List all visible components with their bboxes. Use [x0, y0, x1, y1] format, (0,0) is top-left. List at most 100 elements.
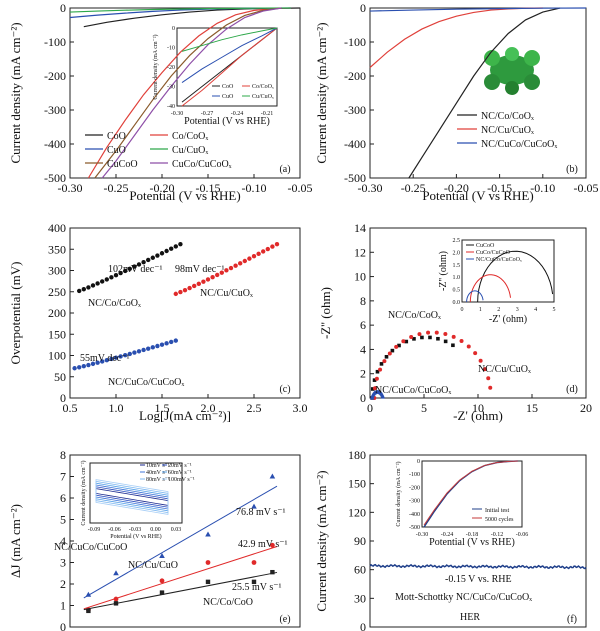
panel-e-series-label-2: NC/Co/CoO [203, 597, 253, 608]
panel-c-point-NC/CuCo/CuCoOₓ [150, 345, 155, 350]
panel-f-series--0.15 V vs. RHE [369, 563, 587, 570]
panel-e-point-NC/Cu/CuO [113, 596, 119, 602]
panel-e-slope-label-2: 25.5 mV s⁻¹ [232, 582, 282, 593]
panel-e-fit-line-NC/CuCo/CuCoO [83, 485, 278, 599]
panel-f-inset-y-tick-label: -400 [409, 512, 420, 518]
panel-e-inset-legend-5: 100mV s⁻¹ [168, 477, 195, 483]
panel-a-legend-CuCoO: CuCoO [107, 159, 138, 170]
panel-c-point-NC/Co/CoOₓ [173, 244, 178, 249]
panel-b-series-NC/Co/CoOₓ [408, 7, 561, 179]
panel-d-inset-frame [461, 239, 555, 303]
panel-d-series-label-1: NC/Cu/CuOₓ [478, 364, 531, 375]
panel-e-point-NC/Cu/CuO [205, 560, 211, 565]
panel-c-point-NC/CuCo/CuCoOₓ [86, 362, 91, 368]
panel-d-y-tick-label: 8 [360, 294, 366, 308]
panel-d-inset-series-CuCo/CuCoO [469, 274, 512, 303]
panel-d-y-tick-label: 14 [354, 221, 366, 235]
panel-a-inset-series-Cu/CuOₓ [181, 27, 278, 52]
panel-a-x-tick-label: -0.10 [242, 181, 267, 195]
panel-c-point-NC/CuCo/CuCoOₓ [100, 359, 105, 364]
panel-e-y-tick-label: 3 [60, 556, 66, 570]
panel-e-y-tick-label: 0 [60, 620, 66, 631]
panel-c-point-NC/Co/CoOₓ [164, 248, 169, 254]
panel-e-y-tick-label: 6 [60, 491, 66, 505]
panel-d-point-NC/Co/CoOₓ [390, 348, 395, 353]
panel-d-point-NC/Cu/CuOₓ [394, 344, 399, 349]
panel-a-inset-x-tick-label: -0.21 [261, 111, 274, 117]
panel-d-x-tick-label: 10 [472, 401, 484, 415]
panel-c-point-NC/CuCo/CuCoOₓ [173, 338, 178, 343]
panel-c-point-NC/Co/CoOₓ [104, 277, 110, 282]
panel-a-inset-y-tick-label: -20 [167, 65, 175, 71]
panel-a-inset-series-Co/CoOₓ [181, 27, 278, 107]
panel-c-point-NC/CuCo/CuCoOₓ [118, 354, 123, 359]
panel-e-point-NC/CuCo/CuCoO [205, 531, 211, 537]
panel-b-x-tick-label: -0.05 [574, 181, 599, 195]
panel-a-y-axis-label: Current density (mA cm⁻²) [8, 22, 23, 163]
panel-c-x-tick-label: 0.5 [63, 401, 78, 415]
panel-d-inset-x-tick-label: 0 [461, 307, 464, 313]
panel-c-point-NC/Cu/CuOₓ [274, 241, 280, 247]
panel-c-point-NC/Co/CoOₓ [127, 266, 132, 271]
panel-d-inset-legend-NC/CuCo/CuCoOₓ: NC/CuCo/CuCoOₓ [476, 257, 522, 263]
panel-d-point-NC/Co/CoOₓ [379, 362, 384, 366]
panel-b-x-tick-label: -0.15 [487, 181, 512, 195]
panel-c-series-label-0: NC/Co/CoOₓ [88, 298, 141, 309]
panel-c-point-NC/Cu/CuOₓ [265, 246, 270, 252]
panel-c-x-tick-label: 1.0 [109, 401, 124, 415]
panel-a-y-tick-label: -300 [44, 103, 66, 117]
panel-d-point-NC/Cu/CuOₓ [451, 334, 456, 339]
panel-a-x-tick-label: -0.25 [104, 181, 129, 195]
panel-b-x-tick-label: -0.10 [530, 181, 555, 195]
panel-e-inset-legend-2: 40mV s⁻¹ [146, 470, 170, 476]
panel-f-y-tick-label: 90 [354, 534, 366, 548]
panel-a-inset-y-tick-label: -10 [167, 46, 175, 52]
panel-c-point-NC/CuCo/CuCoOₓ [113, 355, 119, 360]
panel-c-point-NC/Co/CoOₓ [159, 251, 165, 256]
panel-a-inset-y-tick-label: -30 [167, 85, 175, 91]
panel-c-point-NC/Co/CoOₓ [118, 270, 123, 276]
panel-d-inset-x-tick-label: 1 [479, 307, 482, 313]
panel-b-y-tick-label: -500 [344, 171, 366, 185]
panel-e-series-label-0: NC/CuCo/CuCoO [54, 542, 127, 553]
panel-c-point-NC/Cu/CuOₓ [247, 256, 252, 261]
panel-c-point-NC/Co/CoOₓ [113, 273, 119, 278]
panel-e-inset-legend-3: 60mV s⁻¹ [168, 470, 192, 476]
panel-c-tag: (c) [279, 384, 290, 395]
panel-c-point-NC/Cu/CuOₓ [251, 254, 257, 259]
panel-a-series-CuCo/CuCoOₓ [101, 7, 282, 179]
panel-c-point-NC/Co/CoOₓ [90, 283, 96, 288]
panel-a-frame [69, 7, 301, 179]
panel-c-point-NC/CuCo/CuCoOₓ [169, 339, 174, 345]
panel-e-point-NC/Co/CoO [205, 579, 211, 585]
panel-d-point-NC/Cu/CuOₓ [443, 332, 448, 337]
panel-d-x-tick-label: 15 [526, 401, 538, 415]
panel-a-y-tick-label: -200 [44, 69, 66, 83]
panel-d-point-NC/Cu/CuOₓ [459, 339, 464, 344]
panel-c-point-NC/CuCo/CuCoOₓ [81, 363, 87, 369]
panel-c-point-NC/Cu/CuOₓ [205, 277, 211, 282]
panel-c-point-NC/Co/CoOₓ [132, 264, 137, 269]
panel-a-series-Co/CoOₓ [87, 7, 291, 179]
panel-f-inset-x-tick-label: -0.18 [466, 532, 479, 538]
panel-e-slope-label-0: 76.8 mV s⁻¹ [236, 507, 286, 518]
panel-b-x-tick-label: -0.20 [444, 181, 469, 195]
nanostructure-icon [484, 47, 540, 95]
panel-f-annotation-0: -0.15 V vs. RHE [445, 574, 512, 585]
panel-f-inset-y-axis-label: Current density (mA cm⁻²) [395, 461, 402, 526]
panel-d-point-NC/Cu/CuOₓ [401, 339, 406, 344]
panel-a-series-Cu/CuOₓ [69, 7, 291, 13]
panel-e-y-tick-label: 4 [60, 534, 66, 548]
panel-c-point-NC/Cu/CuOₓ [187, 285, 192, 291]
panel-c-point-NC/Co/CoOₓ [100, 279, 105, 284]
panel-e-tag: (e) [279, 614, 290, 625]
panel-d-point-NC/Co/CoOₓ [384, 354, 389, 359]
panel-c-point-NC/CuCo/CuCoOₓ [77, 365, 82, 370]
panel-c-point-NC/Cu/CuOₓ [178, 289, 183, 295]
panel-c-point-NC/Cu/CuOₓ [270, 244, 275, 249]
panel-a-x-axis-label: Potential (V vs RHE) [129, 188, 240, 203]
panel-a-inset-legend-CuO: CuO [222, 94, 234, 100]
panel-e-point-NC/Cu/CuO [251, 560, 257, 565]
panel-e-y-tick-label: 7 [60, 470, 66, 484]
